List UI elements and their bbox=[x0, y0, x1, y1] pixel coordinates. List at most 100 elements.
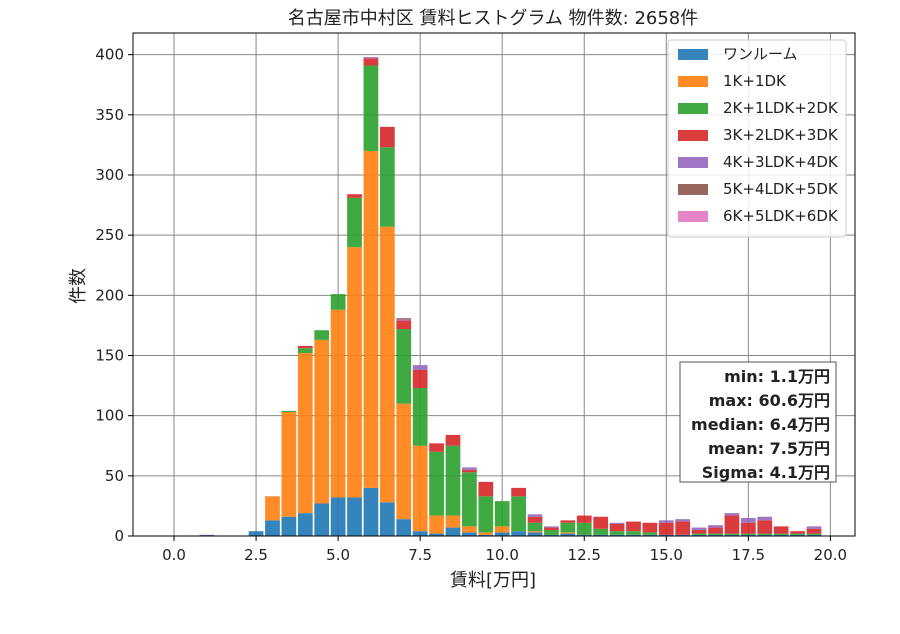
bar-segment bbox=[330, 497, 346, 536]
bar-segment bbox=[462, 467, 477, 470]
bar-segment bbox=[544, 527, 559, 530]
bar-segment bbox=[379, 126, 395, 148]
bar-segment bbox=[626, 521, 641, 532]
bar-segment bbox=[708, 525, 723, 528]
bar-segment bbox=[363, 58, 379, 66]
bar-segment bbox=[297, 353, 313, 514]
bar-segment bbox=[724, 515, 740, 534]
legend-swatch bbox=[678, 130, 708, 141]
y-tick-label: 300 bbox=[95, 166, 124, 184]
bar-segment bbox=[412, 387, 428, 446]
bar-segment bbox=[429, 533, 444, 536]
bar-segment bbox=[527, 522, 543, 532]
bar-segment bbox=[544, 534, 559, 536]
bar-segment bbox=[691, 529, 707, 534]
bar-segment bbox=[494, 526, 510, 533]
bar-segment bbox=[379, 147, 395, 227]
bar-segment bbox=[724, 533, 740, 535]
bar-segment bbox=[363, 57, 379, 59]
bar-segment bbox=[724, 534, 740, 536]
bar-segment bbox=[806, 528, 822, 534]
bar-segment bbox=[396, 519, 412, 536]
bar-segment bbox=[445, 445, 461, 516]
bar-segment bbox=[511, 496, 526, 532]
stats-line: max: 60.6万円 bbox=[709, 391, 830, 410]
y-axis-title: 件数 bbox=[68, 268, 89, 304]
bar-segment bbox=[757, 533, 773, 535]
bar-segment bbox=[445, 527, 461, 536]
bar-segment bbox=[675, 521, 691, 535]
bar-segment bbox=[314, 503, 330, 536]
y-tick-label: 150 bbox=[95, 346, 124, 364]
bar-segment bbox=[199, 534, 215, 536]
y-tick-label: 400 bbox=[95, 46, 124, 64]
bar-segment bbox=[609, 531, 625, 535]
bar-segment bbox=[363, 487, 379, 536]
bar-segment bbox=[462, 472, 477, 527]
bars-layer bbox=[199, 57, 822, 536]
chart-title: 名古屋市中村区 賃料ヒストグラム 物件数: 2658件 bbox=[288, 8, 699, 29]
bar-segment bbox=[740, 534, 756, 536]
bar-segment bbox=[658, 534, 674, 536]
legend-label: 6K+5LDK+6DK bbox=[723, 207, 839, 225]
bar-segment bbox=[281, 516, 297, 536]
bar-segment bbox=[412, 531, 428, 536]
legend-label: 5K+4LDK+5DK bbox=[723, 180, 839, 198]
legend-label: ワンルーム bbox=[723, 45, 798, 63]
bar-segment bbox=[708, 533, 723, 535]
bar-segment bbox=[560, 532, 576, 534]
x-tick-label: 5.0 bbox=[326, 546, 350, 564]
bar-segment bbox=[412, 369, 428, 388]
bar-segment bbox=[609, 534, 625, 536]
bar-segment bbox=[445, 434, 461, 446]
bar-segment bbox=[740, 517, 756, 523]
bar-segment bbox=[576, 522, 592, 535]
bar-segment bbox=[379, 502, 395, 536]
bar-segment bbox=[527, 516, 543, 523]
axes-frame bbox=[132, 32, 856, 537]
y-tick-label: 200 bbox=[95, 286, 124, 304]
x-tick-label: 17.5 bbox=[732, 546, 765, 564]
bar-segment bbox=[790, 533, 805, 535]
bar-segment bbox=[494, 532, 510, 536]
bar-segment bbox=[609, 523, 625, 532]
bar-segment bbox=[626, 531, 641, 535]
bar-segment bbox=[560, 520, 576, 523]
x-tick-label: 7.5 bbox=[408, 546, 432, 564]
bar-segment bbox=[691, 527, 707, 530]
bar-segment bbox=[544, 526, 559, 528]
bar-segment bbox=[675, 519, 691, 522]
bar-segment bbox=[347, 194, 362, 198]
bar-segment bbox=[347, 247, 362, 498]
y-tick-label: 350 bbox=[95, 106, 124, 124]
x-axis-title: 賃料[万円] bbox=[450, 570, 536, 591]
y-tick-label: 0 bbox=[114, 527, 124, 545]
bar-segment bbox=[658, 520, 674, 523]
bar-segment bbox=[790, 534, 805, 536]
bar-segment bbox=[806, 533, 822, 535]
bar-segment bbox=[363, 65, 379, 151]
bar-segment bbox=[806, 526, 822, 529]
bar-segment bbox=[511, 487, 526, 497]
bar-segment bbox=[347, 497, 362, 536]
bar-segment bbox=[494, 501, 510, 527]
bar-segment bbox=[740, 522, 756, 534]
bar-segment bbox=[281, 410, 297, 413]
x-tick-label: 15.0 bbox=[650, 546, 683, 564]
bar-segment bbox=[757, 520, 773, 534]
bar-segment bbox=[642, 532, 658, 535]
bar-segment bbox=[396, 320, 412, 330]
bar-segment bbox=[429, 515, 444, 534]
bar-segment bbox=[330, 309, 346, 498]
x-tick-label: 0.0 bbox=[162, 546, 186, 564]
stats-line: min: 1.1万円 bbox=[724, 367, 830, 386]
bar-segment bbox=[740, 533, 756, 535]
bar-segment bbox=[724, 513, 740, 516]
legend-box bbox=[667, 39, 847, 238]
legend-label: 1K+1DK bbox=[723, 72, 787, 90]
legend-swatch bbox=[678, 184, 708, 195]
legend-swatch bbox=[678, 49, 708, 60]
legend-label: 2K+1LDK+2DK bbox=[723, 99, 839, 117]
bar-segment bbox=[330, 294, 346, 310]
